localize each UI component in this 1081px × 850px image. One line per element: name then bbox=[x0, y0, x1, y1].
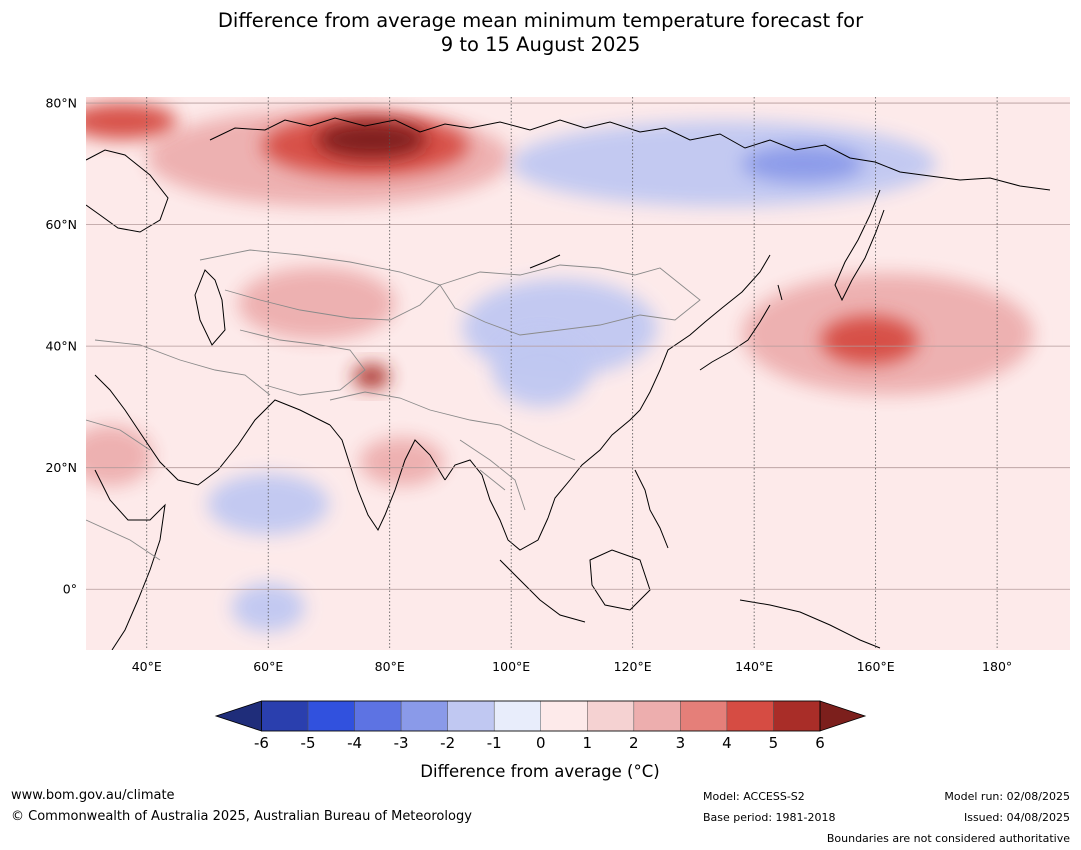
border-middle-east bbox=[94, 339, 271, 396]
coast-scandinavia bbox=[86, 149, 169, 233]
lon-tick-label: 60°E bbox=[253, 659, 283, 674]
anomaly-kazakhstan-warm bbox=[237, 267, 396, 341]
coast-caspian bbox=[194, 269, 226, 346]
colorbar bbox=[214, 700, 867, 732]
title-line-2: 9 to 15 August 2025 bbox=[440, 33, 641, 56]
border-africa bbox=[86, 419, 161, 561]
colorbar-segment bbox=[307, 700, 355, 732]
colorbar-segment bbox=[540, 700, 588, 732]
colorbar-segment bbox=[587, 700, 635, 732]
lon-tick-label: 100°E bbox=[492, 659, 530, 674]
border-central-asia bbox=[239, 329, 366, 396]
anomaly-arabia-warm bbox=[86, 425, 153, 486]
country-boundaries bbox=[86, 249, 701, 561]
coast-africa bbox=[94, 469, 166, 650]
lon-tick-label: 120°E bbox=[614, 659, 652, 674]
border-indochina bbox=[459, 439, 526, 511]
lon-tick-label: 180° bbox=[982, 659, 1012, 674]
lat-tick-label: 20°N bbox=[45, 460, 77, 475]
coastlines bbox=[86, 117, 1051, 650]
colorbar-tick-label: -3 bbox=[394, 734, 409, 752]
footer-issued: Issued: 04/08/2025 bbox=[963, 811, 1070, 824]
colorbar-tick-label: 2 bbox=[629, 734, 639, 752]
lon-tick-label: 140°E bbox=[735, 659, 773, 674]
anomaly-pacific-warm-core bbox=[820, 315, 919, 365]
colorbar-segment bbox=[261, 700, 309, 732]
colorbar-tick-label: 3 bbox=[676, 734, 686, 752]
latitude-gridlines bbox=[86, 102, 1070, 590]
lat-tick-label: 80°N bbox=[45, 96, 77, 111]
colorbar-segment bbox=[680, 700, 728, 732]
lon-tick-label: 80°E bbox=[375, 659, 405, 674]
colorbar-tick-label: 5 bbox=[769, 734, 779, 752]
title-line-1: Difference from average mean minimum tem… bbox=[217, 9, 864, 32]
anomaly-shading bbox=[86, 103, 1034, 632]
colorbar-tick-label: -1 bbox=[487, 734, 502, 752]
coast-lake-baikal bbox=[529, 254, 561, 269]
colorbar-tick-label: 6 bbox=[815, 734, 825, 752]
coast-southeast-asia bbox=[444, 459, 549, 551]
anomaly-china-cool bbox=[492, 334, 591, 407]
footer-base-period: Base period: 1981-2018 bbox=[703, 811, 836, 824]
footer-disclaimer: Boundaries are not considered authoritat… bbox=[826, 832, 1070, 845]
coast-philippines bbox=[634, 469, 669, 549]
lon-tick-label: 160°E bbox=[857, 659, 895, 674]
anomaly-siberia-cool bbox=[511, 121, 937, 207]
footer-model-run: Model run: 02/08/2025 bbox=[944, 790, 1070, 803]
coast-east-asia bbox=[547, 254, 771, 519]
colorbar-segment bbox=[354, 700, 402, 732]
anomaly-india-warm bbox=[359, 437, 445, 486]
chart-title: Difference from average mean minimum tem… bbox=[0, 9, 1081, 57]
latitude-tick-labels: 80°N 60°N 40°N 20°N 0° bbox=[45, 96, 77, 597]
colorbar-tick-labels: -6 -5 -4 -3 -2 -1 0 1 2 3 4 5 6 bbox=[254, 734, 825, 752]
coast-india bbox=[329, 424, 446, 532]
border-mongolia bbox=[439, 264, 701, 336]
colorbar-segment bbox=[447, 700, 495, 732]
anomaly-indian-ocean-cool bbox=[231, 583, 305, 632]
anomaly-barents-warm bbox=[86, 103, 178, 140]
coast-borneo bbox=[589, 549, 651, 611]
colorbar-tick-label: 0 bbox=[536, 734, 546, 752]
coast-northern-russia bbox=[209, 117, 1051, 191]
border-kazakhstan bbox=[199, 249, 441, 321]
coast-arabia bbox=[94, 374, 331, 486]
lat-tick-label: 40°N bbox=[45, 339, 77, 354]
colorbar-tick-label: 4 bbox=[722, 734, 732, 752]
colorbar-frame bbox=[261, 700, 821, 732]
colorbar-extend-low bbox=[214, 700, 262, 732]
border-china-south bbox=[329, 391, 576, 461]
colorbar-tick-label: -5 bbox=[301, 734, 316, 752]
colorbar-tick-label: -4 bbox=[347, 734, 362, 752]
colorbar-label: Difference from average (°C) bbox=[420, 762, 659, 781]
anomaly-east-siberia-cool-core bbox=[742, 145, 864, 183]
colorbar-extend-high bbox=[819, 700, 867, 732]
colorbar-segment bbox=[773, 700, 821, 732]
longitude-gridlines bbox=[146, 97, 998, 650]
colorbar-tick-label: -2 bbox=[440, 734, 455, 752]
coast-sumatra bbox=[499, 559, 586, 623]
lon-tick-label: 40°E bbox=[132, 659, 162, 674]
coast-kamchatka bbox=[834, 189, 885, 302]
footer-copyright: © Commonwealth of Australia 2025, Austra… bbox=[11, 809, 472, 824]
footer-website: www.bom.gov.au/climate bbox=[11, 788, 175, 803]
anomaly-northern-russia-warm-peak bbox=[316, 121, 427, 158]
colorbar-segment bbox=[633, 700, 681, 732]
coast-new-guinea bbox=[739, 599, 881, 649]
colorbar-segment bbox=[493, 700, 542, 732]
anomaly-karakoram-warm bbox=[353, 364, 390, 389]
colorbar-tick-label: 1 bbox=[583, 734, 593, 752]
longitude-tick-labels: 40°E 60°E 80°E 100°E 120°E 140°E 160°E 180° bbox=[132, 659, 1012, 674]
colorbar-segment bbox=[726, 700, 774, 732]
lat-tick-label: 60°N bbox=[45, 217, 77, 232]
lat-tick-label: 0° bbox=[63, 582, 77, 597]
colorbar-tick-label: -6 bbox=[254, 734, 269, 752]
footer-model: Model: ACCESS-S2 bbox=[703, 790, 805, 803]
colorbar-segment bbox=[400, 700, 448, 732]
